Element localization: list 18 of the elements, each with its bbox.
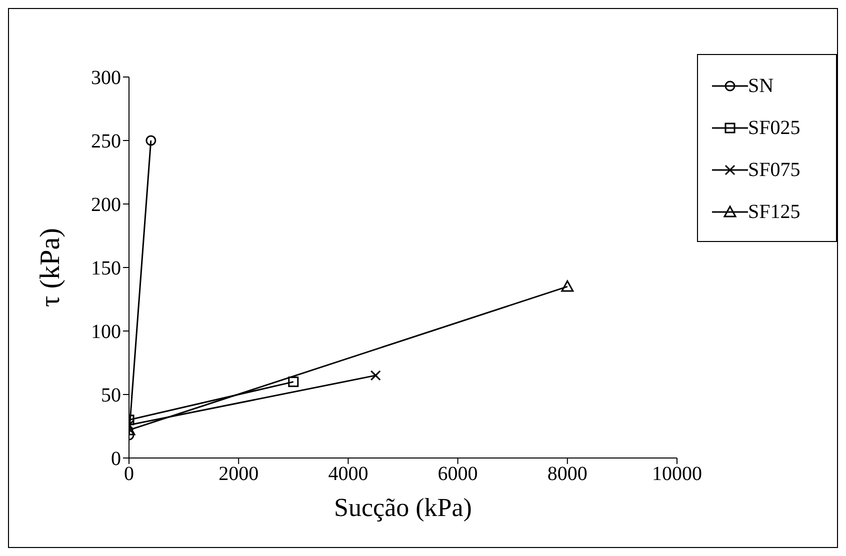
x-tick-label: 4000	[328, 463, 368, 486]
y-tick-label: 50	[101, 384, 121, 407]
y-tick-label: 200	[91, 194, 121, 216]
x-tick-label: 10000	[652, 463, 702, 486]
y-tick-label: 0	[111, 448, 121, 470]
y-axis-title: τ (kPa)	[34, 228, 66, 307]
legend-label: SN	[748, 74, 774, 98]
y-tick-label: 150	[91, 258, 121, 280]
x-tick-label: 8000	[547, 463, 588, 486]
x-tick-label: 2000	[218, 463, 259, 486]
legend-label: SF025	[748, 116, 800, 140]
x-axis-title: Sucção (kPa)	[334, 493, 472, 522]
legend-label: SF125	[748, 200, 800, 224]
y-tick-label: 100	[91, 321, 121, 344]
y-tick-label: 250	[91, 130, 121, 153]
y-tick-label: 300	[91, 67, 121, 90]
legend-label: SF075	[748, 158, 800, 182]
x-tick-label: 6000	[438, 463, 478, 486]
